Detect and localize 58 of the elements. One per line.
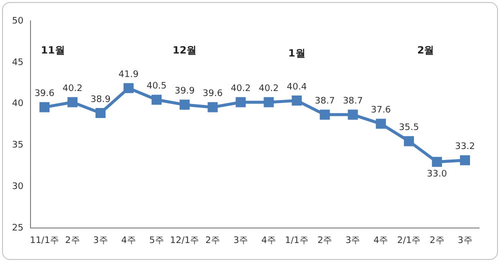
point	[292, 96, 302, 106]
x-tick-label: 2/1주	[397, 236, 421, 246]
point	[404, 136, 414, 146]
point	[39, 102, 50, 112]
data-label: 41.9	[118, 70, 139, 80]
point	[236, 97, 246, 108]
data-label: 37.6	[370, 106, 392, 116]
annotation: 12월	[172, 46, 197, 57]
data-label: 39.9	[174, 86, 195, 97]
data-label: 38.9	[90, 94, 111, 105]
x-tick-label: 1/1주	[285, 236, 309, 246]
x-tick-label: 12/1주	[170, 236, 200, 246]
data-label: 33.0	[426, 170, 448, 180]
annotation: 11월	[40, 46, 65, 57]
x-tick-label: 3주	[458, 236, 472, 246]
data-label: 38.7	[314, 96, 335, 106]
data-label: 39.6	[202, 89, 223, 100]
x-tick-label: 2주	[65, 236, 80, 246]
point	[180, 100, 190, 110]
x-tick-label: 2주	[317, 236, 332, 246]
x-tick-label: 4주	[121, 236, 136, 246]
data-label: 33.2	[454, 142, 476, 152]
point	[320, 110, 330, 120]
data-label: 40.4	[286, 82, 308, 92]
point	[432, 156, 442, 167]
x-tick-label: 2주	[205, 236, 220, 246]
point	[152, 94, 162, 105]
x-tick-label: 4주	[374, 236, 388, 246]
point	[264, 97, 274, 108]
point	[124, 83, 134, 94]
point	[348, 110, 358, 120]
point	[96, 108, 106, 118]
data-label: 40.2	[230, 84, 251, 94]
annotation: 1월	[288, 48, 306, 60]
x-tick-label: 4주	[261, 236, 276, 246]
x-tick-label: 3주	[233, 236, 248, 246]
data-label: 39.6	[34, 89, 55, 100]
x-tick-label: 2주	[430, 236, 444, 246]
y-tick-label: 35	[12, 140, 24, 151]
x-tick-label: 3주	[345, 236, 360, 246]
point	[67, 97, 78, 108]
point	[376, 118, 386, 129]
y-tick-label: 40	[12, 99, 24, 110]
data-label: 40.2	[62, 84, 83, 94]
y-tick-label: 45	[12, 58, 24, 68]
data-label: 35.5	[398, 123, 419, 134]
x-tick-label: 11/1주	[30, 236, 60, 246]
data-label: 40.5	[146, 82, 167, 92]
data-label: 38.7	[342, 96, 363, 106]
point	[460, 155, 470, 166]
x-tick-label: 3주	[93, 236, 108, 246]
y-tick-label: 50	[12, 16, 24, 26]
annotation: 2월	[417, 46, 434, 57]
x-tick-label: 5주	[149, 236, 164, 246]
y-tick-label: 30	[12, 182, 24, 192]
point	[208, 102, 218, 112]
y-tick-label: 25	[12, 224, 24, 234]
data-label: 40.2	[258, 84, 279, 94]
